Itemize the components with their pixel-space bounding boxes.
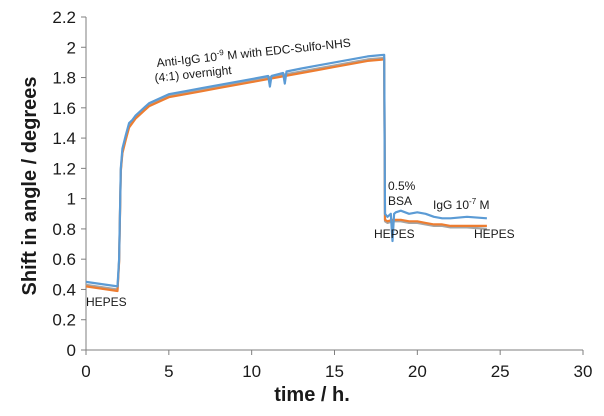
x-tick-label: 15	[325, 362, 344, 381]
y-tick-label: 1.8	[52, 69, 76, 88]
y-tick-label: 0.4	[52, 280, 76, 299]
x-tick-label: 25	[491, 362, 510, 381]
y-tick-label: 1.4	[52, 129, 76, 148]
x-axis-title: time / h.	[274, 384, 350, 406]
y-tick-label: 2	[67, 38, 76, 57]
y-tick-label: 0.6	[52, 250, 76, 269]
series-line-1	[85, 53, 487, 288]
annotation-igg: IgG 10-7 M	[433, 197, 490, 212]
y-axis-title: Shift in angle / degrees	[19, 77, 41, 296]
series-layer	[85, 53, 487, 293]
y-tick-label: 2.2	[52, 8, 76, 27]
y-tick-label: 0	[67, 341, 76, 360]
annotation-bsa: BSA	[388, 194, 412, 208]
annotation-hepes-end: HEPES	[474, 227, 515, 241]
annotation-hepes-after-bsa: HEPES	[374, 227, 415, 241]
series-line-2	[85, 58, 487, 293]
x-tick-label: 20	[408, 362, 427, 381]
x-tick-label: 0	[81, 362, 90, 381]
y-tick-label: 0.2	[52, 311, 76, 330]
x-tick-label: 5	[164, 362, 173, 381]
y-tick-label: 1.6	[52, 99, 76, 118]
annotation-hepes-start: HEPES	[86, 295, 127, 309]
x-tick-label: 30	[574, 362, 593, 381]
x-tick-label: 10	[242, 362, 261, 381]
series-line-3	[85, 56, 487, 291]
axes: 0 0.2 0.4 0.6 0.8 1 1.2 1.4 1.6 1.8 2 2.2 0 5 10 15 20 25…	[52, 8, 592, 381]
y-tick-label: 1	[67, 190, 76, 209]
y-tick-label: 1.2	[52, 159, 76, 178]
y-tick-label: 0.8	[52, 220, 76, 239]
annotation-bsa-percent: 0.5%	[388, 179, 416, 193]
